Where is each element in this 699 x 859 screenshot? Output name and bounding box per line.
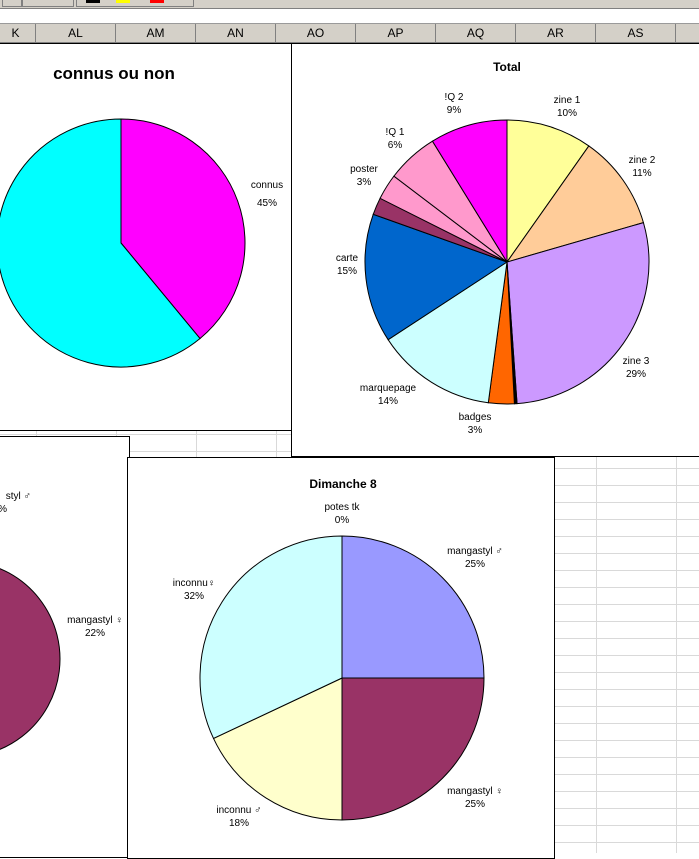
slice-label-carte: carte — [336, 253, 359, 264]
slice-percent-carte: 15% — [337, 266, 357, 277]
pie-chart-svg: styl ♂% mangastyl ♀ 22% — [0, 491, 123, 757]
pie-slice-carte[interactable] — [364, 213, 509, 341]
pie-slice-mangastyl[interactable] — [341, 535, 485, 679]
column-header-k[interactable]: K — [0, 24, 36, 42]
chart-connus-ou-non[interactable]: connus ou non connus 45% — [0, 43, 293, 431]
pie-slice-mangastyl[interactable] — [341, 677, 485, 821]
slice-percent-zine-3: 29% — [626, 369, 646, 380]
pie-slice-zine-2[interactable] — [505, 145, 645, 263]
pie-chart-svg: connus 45% — [0, 118, 283, 368]
slice-label-mangastyl: mangastyl ♀ — [447, 786, 503, 797]
pie-slice-connus[interactable] — [120, 118, 246, 340]
column-header-aq[interactable]: AQ — [436, 24, 516, 42]
slice-percent-mangastyl: 25% — [465, 559, 485, 570]
chart-total[interactable]: Total zine 1 10% zine 2 11% zine 3 29% badges 3… — [291, 43, 699, 457]
slice-percent-q-2: 9% — [447, 105, 462, 116]
column-header-ar[interactable]: AR — [516, 24, 596, 42]
slice-percent-zine-1: 10% — [557, 108, 577, 119]
column-headers: K AL AM AN AO AP AQ AR AS — [0, 24, 699, 43]
slice-label-zine-3: zine 3 — [623, 356, 650, 367]
border-color-swatch[interactable] — [150, 0, 164, 3]
slice-percent-q-1: 6% — [388, 140, 403, 151]
slice-label-potes-tk: potes tk — [324, 502, 360, 513]
slice-percent-zine-2: 11% — [632, 168, 651, 179]
slice-label-mangastyl: styl ♂ — [6, 491, 31, 502]
toolbar — [0, 0, 699, 9]
slice-label-marquepage: marquepage — [360, 383, 417, 394]
slice-percent-inconnu: 32% — [184, 591, 204, 602]
chart-partial-left[interactable]: styl ♂% mangastyl ♀ 22% — [0, 436, 130, 858]
slice-label-mangastyl: mangastyl ♂ — [447, 546, 503, 557]
font-color-swatch[interactable] — [86, 0, 100, 3]
slice-label-badges: badges — [459, 412, 492, 423]
slice-label-q-2: !Q 2 — [445, 92, 464, 103]
pie-slice-zine-3[interactable] — [506, 222, 650, 405]
slice-label-zine-2: zine 2 — [629, 155, 656, 166]
slice-percent-connus: 45% — [257, 198, 277, 209]
toolbar-button[interactable] — [76, 0, 194, 7]
toolbar-button[interactable] — [2, 0, 22, 7]
pie-slice-zine-1[interactable] — [506, 119, 590, 264]
pie-slice-q-2[interactable] — [431, 119, 508, 264]
slice-label-q-1: !Q 1 — [386, 127, 405, 138]
pie-chart-svg: zine 1 10% zine 2 11% zine 3 29% badges 3% marqu… — [336, 92, 656, 436]
chart-dimanche-8[interactable]: Dimanche 8 potes tk 0% mangastyl ♂ 25% manga… — [127, 457, 555, 859]
chart-title: connus ou non — [53, 64, 175, 83]
slice-percent-mangastyl: % — [0, 504, 7, 515]
formula-bar[interactable] — [0, 9, 699, 24]
pie-slice-marquepage[interactable] — [387, 260, 508, 404]
slice-percent-mangastyl: 25% — [465, 799, 485, 810]
slice-label-connus: connus — [251, 180, 283, 191]
slice-percent-badges: 3% — [468, 425, 483, 436]
column-header-am[interactable]: AM — [116, 24, 196, 42]
fill-color-swatch[interactable] — [116, 0, 130, 3]
toolbar-button[interactable] — [22, 0, 74, 7]
column-header-ao[interactable]: AO — [276, 24, 356, 42]
slice-percent-inconnu: 18% — [229, 818, 249, 829]
slice-label-zine-1: zine 1 — [554, 95, 581, 106]
column-header-as[interactable]: AS — [596, 24, 676, 42]
chart-title: Dimanche 8 — [309, 477, 377, 491]
pie-chart-svg: potes tk 0% mangastyl ♂ 25% mangastyl ♀ 25% in… — [173, 502, 503, 829]
column-header-ap[interactable]: AP — [356, 24, 436, 42]
column-header-an[interactable]: AN — [196, 24, 276, 42]
slice-label-poster: poster — [350, 164, 378, 175]
slice-label-mangastyl: mangastyl ♀ — [67, 615, 123, 626]
pie-slice-inconnu[interactable] — [212, 677, 343, 821]
slice-label-inconnu: inconnu♀ — [173, 578, 216, 589]
pie-slice-inconnu[interactable] — [199, 535, 343, 740]
slice-percent-potes-tk: 0% — [335, 515, 350, 526]
slice-label-inconnu: inconnu ♂ — [216, 805, 261, 816]
pie-slice-unlabeled[interactable] — [0, 118, 201, 368]
chart-title: Total — [493, 60, 521, 74]
column-header-al[interactable]: AL — [36, 24, 116, 42]
slice-percent-mangastyl: 22% — [85, 628, 105, 639]
slice-percent-poster: 3% — [357, 177, 372, 188]
pie-slice-mangastyl[interactable] — [0, 562, 61, 757]
slice-percent-marquepage: 14% — [378, 396, 398, 407]
